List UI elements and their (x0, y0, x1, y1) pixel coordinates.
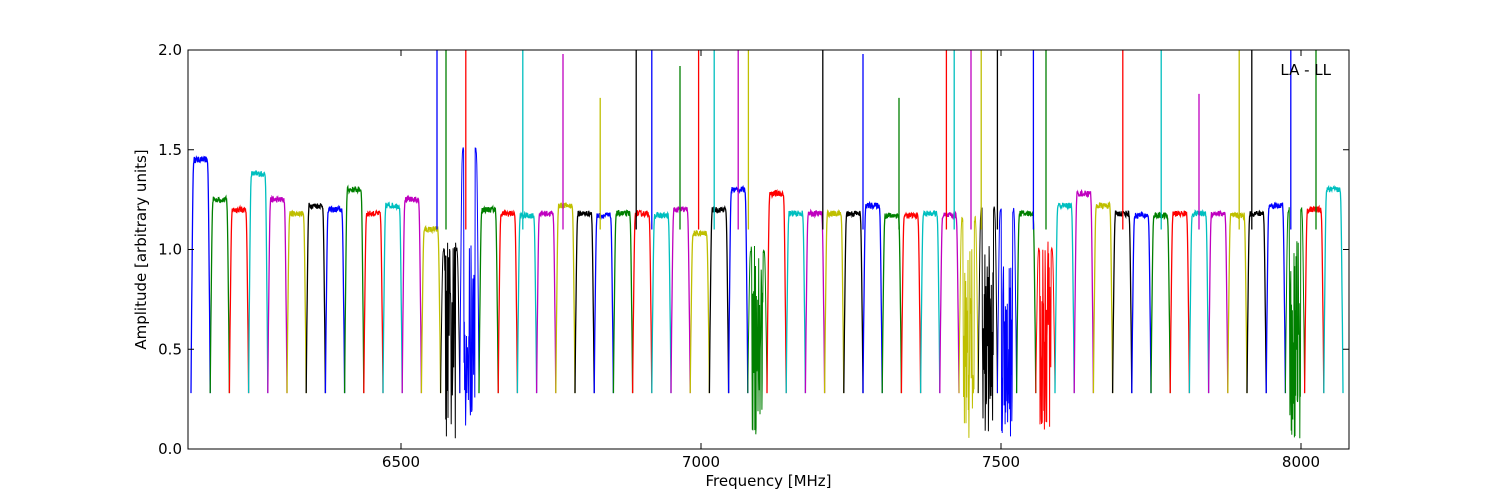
y-axis-label: Amplitude [arbitrary units] (132, 149, 150, 349)
x-tick-label: 6500 (382, 453, 420, 471)
series-channel-7014 (708, 204, 730, 394)
y-tick-label: 0.5 (158, 340, 182, 358)
series-channel-6182 (209, 194, 231, 394)
series-channel-7174 (804, 208, 826, 394)
series-channel-7270 (862, 200, 883, 394)
x-tick-label: 7000 (682, 453, 720, 471)
series-channel-7110 (766, 188, 787, 394)
y-tick-label: 2.0 (158, 41, 182, 59)
series-channel-6214 (228, 204, 250, 394)
y-axis-ticks: 0.0 0.5 1.0 1.5 2.0 (158, 41, 1349, 458)
series-channel-7142 (785, 209, 807, 394)
series-channel-8006 (1303, 204, 1325, 394)
x-tick-label: 7500 (982, 453, 1020, 471)
y-tick-label: 1.0 (158, 241, 182, 259)
series-channel-6822 (593, 211, 615, 394)
series-channel-6950 (670, 205, 691, 394)
y-tick-label: 0.0 (158, 440, 182, 458)
series-channel-7334 (900, 211, 922, 394)
series-channel-7846 (1207, 209, 1229, 394)
series-channel-7654 (1092, 201, 1114, 394)
series-channel-7910 (1246, 209, 1267, 394)
series-channel-7590 (1054, 202, 1075, 394)
series-channel-7302 (881, 212, 903, 394)
series-channel-6534 (420, 224, 442, 394)
series-channel-7494 (996, 207, 1018, 437)
rfi-spikes (436, 50, 1317, 230)
series-channel-7206 (823, 209, 845, 394)
series-channel-6854 (612, 209, 634, 394)
series-channel-6726 (535, 210, 557, 394)
series-channel-7878 (1227, 211, 1248, 394)
series-channel-6566 (440, 242, 461, 439)
series-channel-6630 (478, 204, 499, 394)
series-channel-7814 (1188, 208, 1210, 394)
series-channel-6406 (343, 184, 365, 394)
series-channel-7398 (939, 210, 960, 394)
series-channel-8038 (1323, 184, 1344, 394)
series-channel-7782 (1169, 210, 1191, 394)
series-channel-6374 (324, 204, 346, 394)
series-channel-7558 (1035, 241, 1056, 430)
y-tick-label: 1.5 (158, 141, 182, 159)
series-channel-7750 (1150, 211, 1171, 394)
series-lines (190, 147, 1344, 439)
series-channel-6342 (305, 202, 327, 394)
x-axis-ticks: 6500 7000 7500 8000 (382, 50, 1320, 471)
series-channel-6982 (689, 229, 711, 394)
series-channel-6790 (574, 209, 595, 394)
series-channel-6438 (363, 208, 384, 394)
series-channel-7974 (1284, 207, 1306, 439)
series-channel-7462 (977, 206, 998, 432)
series-channel-7942 (1265, 201, 1287, 394)
x-tick-label: 8000 (1282, 453, 1320, 471)
series-channel-7686 (1111, 210, 1133, 394)
series-channel-6694 (516, 210, 538, 394)
series-channel-6310 (286, 209, 307, 394)
series-channel-6662 (497, 209, 519, 394)
series-channel-7430 (958, 215, 979, 438)
series-channel-6246 (247, 170, 269, 394)
series-channel-7078 (747, 245, 768, 435)
series-channel-7238 (843, 210, 864, 394)
series-channel-6502 (401, 194, 423, 394)
plot-annotation: LA - LL (1280, 61, 1331, 79)
series-channel-6150 (190, 155, 211, 394)
series-channel-6886 (631, 209, 653, 394)
series-channel-6598 (459, 147, 480, 426)
series-channel-7622 (1073, 188, 1095, 394)
series-channel-7366 (919, 209, 941, 394)
series-channel-7718 (1131, 210, 1152, 394)
series-channel-7526 (1015, 209, 1037, 394)
series-channel-6278 (267, 194, 288, 394)
x-axis-label: Frequency [MHz] (705, 472, 831, 490)
series-channel-6758 (555, 202, 576, 394)
series-channel-6470 (382, 201, 403, 394)
series-channel-6918 (651, 210, 672, 394)
